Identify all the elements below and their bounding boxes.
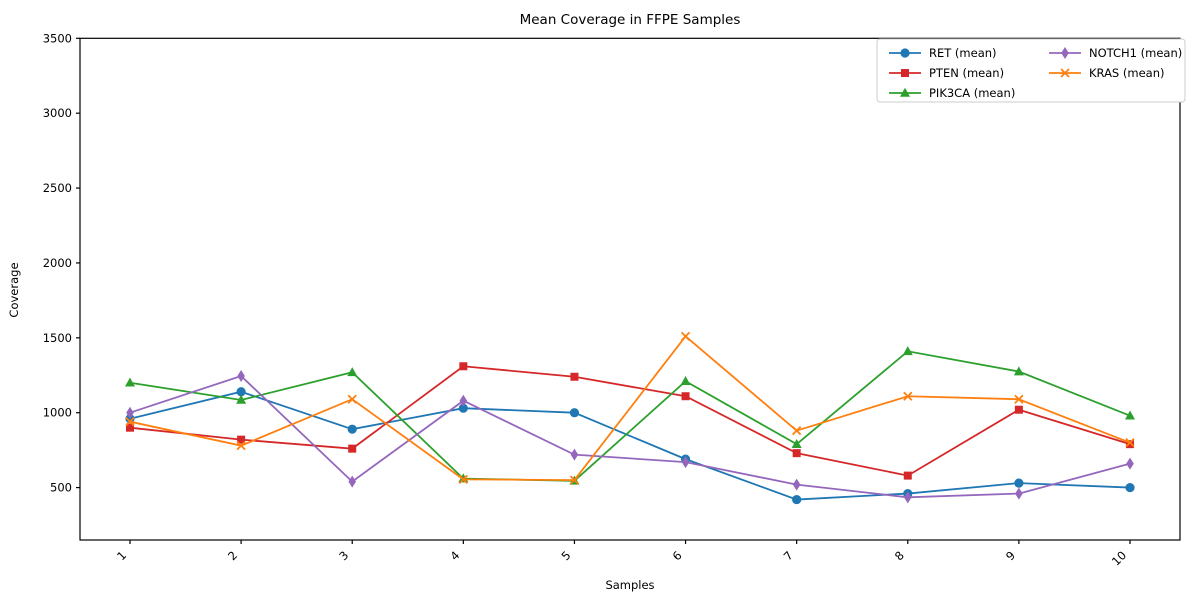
legend-label: KRAS (mean) bbox=[1089, 66, 1164, 80]
legend-label: PIK3CA (mean) bbox=[929, 86, 1015, 100]
y-tick-label: 500 bbox=[50, 481, 72, 495]
series-pten bbox=[126, 362, 1134, 480]
legend-item: NOTCH1 (mean) bbox=[1049, 46, 1182, 60]
x-tick-label: 4 bbox=[447, 548, 462, 563]
series-pik3ca bbox=[125, 346, 1135, 485]
series-ret bbox=[125, 387, 1135, 505]
legend-item: RET (mean) bbox=[889, 46, 997, 60]
y-tick-label: 2000 bbox=[43, 256, 72, 270]
plot-border bbox=[79, 37, 1181, 541]
chart-title: Mean Coverage in FFPE Samples bbox=[519, 12, 741, 28]
y-tick-label: 1000 bbox=[43, 406, 72, 420]
series-line bbox=[129, 335, 1131, 481]
x-tick-label: 7 bbox=[781, 548, 796, 563]
legend-label: NOTCH1 (mean) bbox=[1089, 46, 1182, 60]
x-tick-label: 1 bbox=[114, 548, 129, 563]
y-axis-label: Coverage bbox=[7, 262, 21, 318]
x-tick-label: 3 bbox=[336, 548, 351, 563]
legend-label: RET (mean) bbox=[929, 46, 997, 60]
y-tick-label: 3000 bbox=[43, 106, 72, 120]
x-axis: 1 2 3 4 5 6 7 8 9 10 bbox=[114, 540, 1131, 568]
x-tick-label: 9 bbox=[1003, 548, 1018, 563]
series-line bbox=[129, 390, 1131, 501]
x-tick-label: 6 bbox=[670, 548, 685, 563]
series-kras bbox=[125, 331, 1135, 485]
x-tick-label: 2 bbox=[225, 548, 240, 563]
y-axis: 500 1000 1500 2000 2500 3000 3500 bbox=[43, 31, 80, 495]
y-tick-label: 3500 bbox=[43, 31, 72, 45]
legend-box bbox=[876, 38, 1186, 103]
y-tick-label: 2500 bbox=[43, 181, 72, 195]
legend-item: KRAS (mean) bbox=[1049, 66, 1164, 80]
series-line bbox=[129, 350, 1131, 482]
x-tick-label: 8 bbox=[892, 548, 907, 563]
x-tick-label: 10 bbox=[1109, 548, 1129, 568]
series-line bbox=[129, 374, 1131, 499]
x-axis-label: Samples bbox=[605, 578, 655, 592]
series-notch1 bbox=[126, 370, 1134, 504]
y-tick-label: 1500 bbox=[43, 331, 72, 345]
series-line bbox=[129, 365, 1131, 477]
legend: RET (mean) PTEN (mean) PIK3CA (mean) NOTCH1… bbox=[876, 38, 1186, 103]
legend-item: PIK3CA (mean) bbox=[889, 86, 1015, 100]
legend-label: PTEN (mean) bbox=[929, 66, 1004, 80]
legend-item: PTEN (mean) bbox=[889, 66, 1004, 80]
x-tick-label: 5 bbox=[558, 548, 573, 563]
